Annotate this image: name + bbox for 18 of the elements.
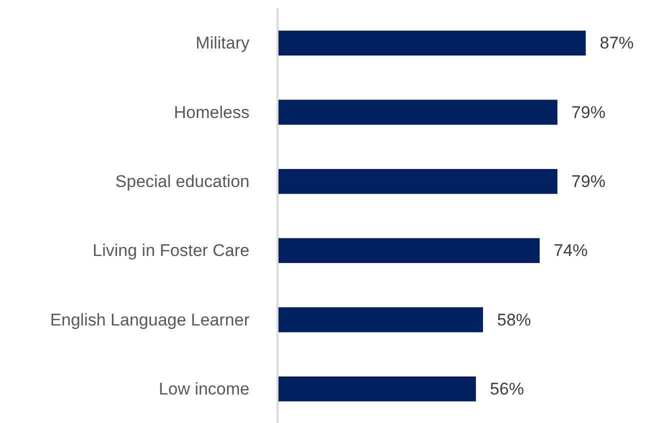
data-label: 79% [571, 172, 606, 191]
bar [278, 100, 558, 125]
data-label: 56% [490, 379, 524, 398]
data-label: 87% [600, 34, 634, 53]
bar [278, 307, 484, 332]
bar [278, 30, 586, 56]
bar [278, 376, 476, 402]
y-tick-label: Low income [158, 379, 250, 398]
data-label: 79% [571, 102, 606, 122]
y-tick-label: Military [196, 34, 250, 53]
y-tick-label: Homeless [174, 102, 250, 122]
y-tick-label: Special education [115, 172, 250, 191]
data-label: 58% [497, 310, 532, 330]
y-tick-label: English Language Learner [50, 310, 250, 330]
bar [278, 168, 558, 194]
y-tick-label: Living in Foster Care [92, 241, 250, 260]
data-label: 74% [554, 241, 588, 260]
bar [278, 238, 540, 264]
